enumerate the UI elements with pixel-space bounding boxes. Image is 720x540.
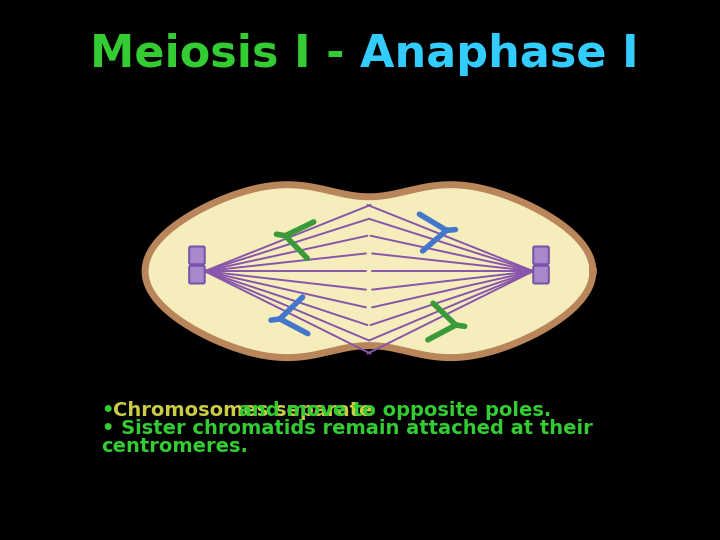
Text: Chromosomes separate: Chromosomes separate	[113, 401, 373, 420]
Text: centromeres.: centromeres.	[102, 437, 248, 456]
FancyBboxPatch shape	[534, 247, 549, 264]
Polygon shape	[145, 185, 593, 357]
FancyBboxPatch shape	[189, 266, 204, 284]
Text: Anaphase I: Anaphase I	[360, 32, 639, 76]
Text: • Sister chromatids remain attached at their: • Sister chromatids remain attached at t…	[102, 419, 593, 438]
FancyBboxPatch shape	[534, 266, 549, 284]
Text: Meiosis I -: Meiosis I -	[90, 32, 360, 76]
Text: •: •	[102, 401, 121, 420]
FancyBboxPatch shape	[189, 247, 204, 264]
Text: and move to opposite poles.: and move to opposite poles.	[232, 401, 551, 420]
